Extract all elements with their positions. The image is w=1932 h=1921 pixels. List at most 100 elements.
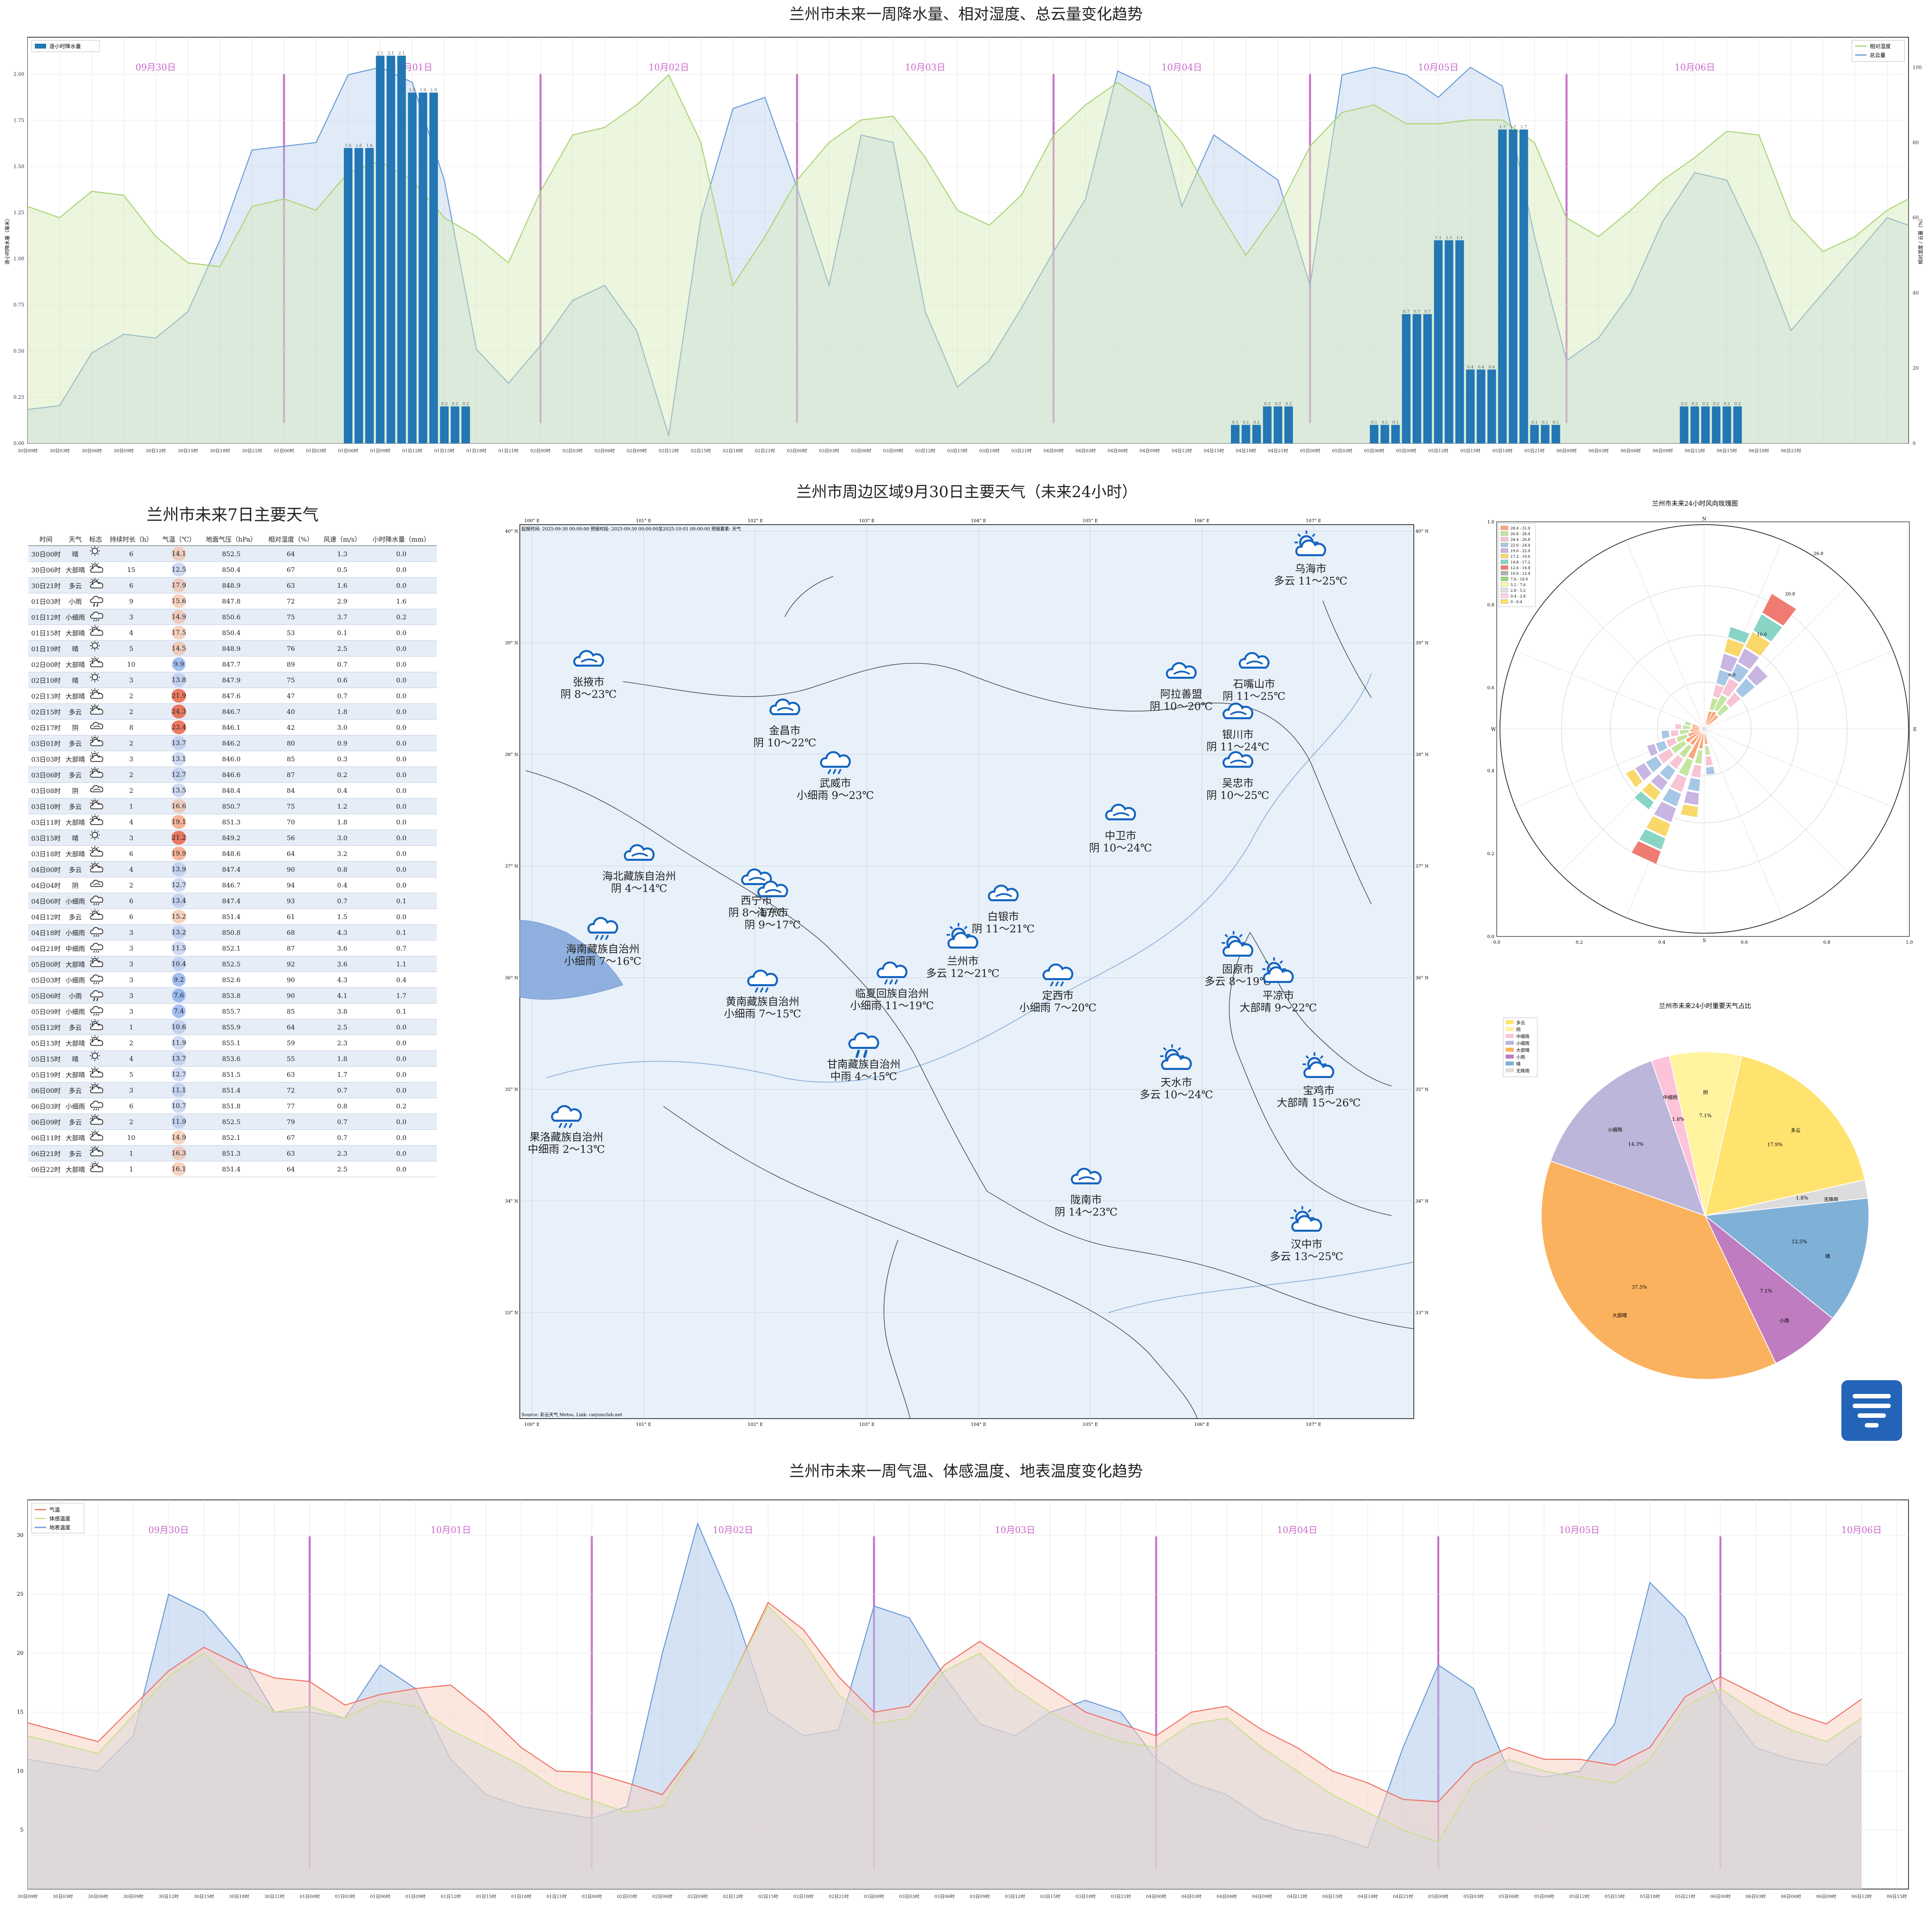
table-header-cell: 风速（m/s） xyxy=(319,532,366,546)
table-cell: 19.1 xyxy=(158,814,200,830)
windrose-xtick: 0.6 xyxy=(1741,940,1748,945)
temp-xtick: 04日12时 xyxy=(1287,1894,1307,1899)
precip-xtick: 04日15时 xyxy=(1204,448,1224,453)
precip-bar xyxy=(1455,240,1464,443)
table-cell: 3 xyxy=(104,1003,158,1019)
windrose-petal-segment xyxy=(1689,732,1702,746)
sun-ray xyxy=(91,1115,93,1117)
cloudy-sun-icon xyxy=(89,735,103,746)
temp-xtick: 03日21时 xyxy=(1111,1894,1131,1899)
table-cell: 7.4 xyxy=(158,1003,200,1019)
partly-sunny-icon xyxy=(89,688,103,699)
table-cell: 大部晴 xyxy=(64,688,87,704)
table-cell: 0.0 xyxy=(366,845,437,862)
windrose-petal-segment xyxy=(1631,841,1661,865)
sun-ray xyxy=(91,547,93,549)
drizzle-icon xyxy=(90,1006,103,1016)
city-forecast: 小细雨 7～20℃ xyxy=(1019,1002,1097,1014)
table-row: 01日15时 大部晴 4 17.5 850.4 53 0.1 0.0 xyxy=(28,625,437,641)
precip-xtick: 06日18时 xyxy=(1749,448,1769,453)
table-cell: 13.1 xyxy=(158,751,200,767)
windrose-petal-segment xyxy=(1645,756,1663,773)
table-row: 03日10时 多云 1 16.6 850.7 75 1.2 0.0 xyxy=(28,798,437,814)
windrose-petal-segment xyxy=(1716,703,1730,717)
table-cell xyxy=(87,861,105,877)
table-cell: 05日06时 xyxy=(28,987,64,1004)
table-cell: 多云 xyxy=(64,1019,87,1035)
table-cell: 06日00时 xyxy=(28,1082,64,1098)
precip-xtick: 05日15时 xyxy=(1460,448,1481,453)
table-cell: 13.7 xyxy=(158,735,200,751)
table-cell: 0.0 xyxy=(366,1145,437,1161)
table-cell: 1.1 xyxy=(366,956,437,972)
sun-ray xyxy=(97,547,99,549)
precip-xtick: 04日00时 xyxy=(1043,448,1063,453)
table-cell: 3 xyxy=(104,987,158,1004)
city-name: 白银市 xyxy=(987,911,1019,923)
precip-bar xyxy=(1445,240,1453,443)
partly-sunny-icon xyxy=(89,751,103,762)
table-cell: 848.9 xyxy=(199,577,263,593)
temp-day-label: 10月04日 xyxy=(1277,1525,1318,1536)
precip-bar-label: 0.2 xyxy=(1286,402,1292,407)
precip-xtick: 01日21时 xyxy=(498,448,519,453)
precip-bar xyxy=(1370,425,1379,443)
table-cell: 72 xyxy=(263,593,319,609)
sun-ray xyxy=(91,910,93,912)
table-cell: 92 xyxy=(263,956,319,972)
rain-drop xyxy=(863,1050,868,1058)
precip-bar-label: 1.1 xyxy=(1435,236,1442,240)
precip-ytick-left: 1.25 xyxy=(13,210,24,216)
precip-bar-label: 0.2 xyxy=(462,402,469,407)
table-cell: 852.1 xyxy=(199,940,263,956)
cloud-shape xyxy=(90,802,103,809)
precip-xtick: 03日00时 xyxy=(787,448,807,453)
table-cell: 30日06时 xyxy=(28,561,64,578)
map-lon-label: 101° E xyxy=(636,518,651,523)
sun-ray xyxy=(91,831,93,833)
sun-ray xyxy=(91,642,93,644)
windrose-ytick: 0.2 xyxy=(1487,851,1495,856)
windrose-petal-segment xyxy=(1705,766,1716,775)
table-cell: 851.4 xyxy=(199,909,263,925)
precip-bar-label: 0.1 xyxy=(1253,420,1260,425)
legend-label: 小雨 xyxy=(1516,1055,1525,1060)
map-lon-label: 103° E xyxy=(859,1422,875,1426)
temp-value-badge: 10.7 xyxy=(172,1099,186,1113)
overcast-line xyxy=(1230,711,1247,716)
cloud-shape xyxy=(848,1032,879,1049)
table-cell xyxy=(87,561,105,578)
sun-core xyxy=(91,674,98,680)
precip-xtick: 30日18时 xyxy=(210,448,230,453)
temp-value-badge: 7.4 xyxy=(172,1004,186,1018)
sun-ray xyxy=(1320,1055,1324,1059)
table-cell: 6 xyxy=(104,577,158,593)
province-border xyxy=(623,663,1372,904)
sun-icon xyxy=(89,1051,100,1061)
table-cell: 59 xyxy=(263,1035,319,1051)
precip-xtick: 03日15时 xyxy=(947,448,968,453)
table-cell: 61 xyxy=(263,909,319,925)
legend-label: 22.0 - 24.4 xyxy=(1510,544,1530,548)
table-cell: 12.7 xyxy=(158,877,200,893)
table-cell: 1.8 xyxy=(319,703,366,720)
legend-label: 多云 xyxy=(1516,1020,1525,1025)
table-cell: 847.8 xyxy=(199,593,263,609)
sun-ray xyxy=(1305,1055,1309,1059)
table-cell: 大部晴 xyxy=(64,625,87,641)
windrose-xtick: 0.8 xyxy=(1823,940,1830,945)
city-forecast: 阴 14～23℃ xyxy=(1055,1206,1118,1218)
table-row: 05日15时晴 4 13.7 853.6 55 1.8 0.0 xyxy=(28,1051,437,1067)
windrose-petal-segment xyxy=(1724,638,1745,657)
precip-xtick: 05日18时 xyxy=(1492,448,1513,453)
table-cell: 0.0 xyxy=(366,1066,437,1082)
precip-xtick: 06日15时 xyxy=(1717,448,1737,453)
cloud-shape xyxy=(1161,1053,1192,1070)
table-cell: 2 xyxy=(104,1035,158,1051)
table-row: 05日00时 大部晴 3 10.4 852.5 92 3.6 1.1 xyxy=(28,956,437,972)
table-cell xyxy=(87,656,105,672)
table-cell: 0.7 xyxy=(319,1129,366,1146)
precip-xtick: 03日09时 xyxy=(883,448,903,453)
windrose-petal-segment xyxy=(1650,773,1668,791)
legend-swatch xyxy=(1500,542,1508,547)
